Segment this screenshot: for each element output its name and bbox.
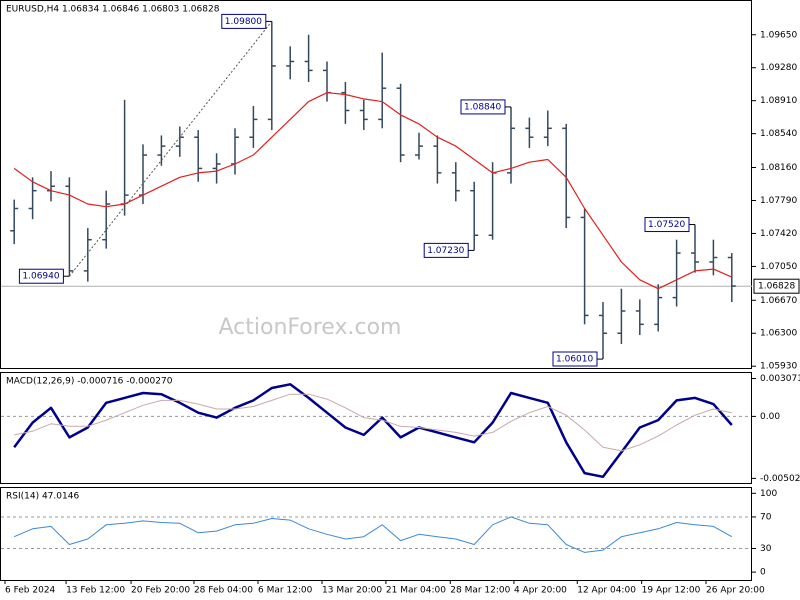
x-tick-label: 26 Apr 20:00	[706, 586, 765, 596]
series-line	[14, 393, 732, 452]
panel-frame	[0, 487, 752, 581]
y-tick-label: 1.09280	[760, 63, 797, 73]
y-tick-label: 1.07420	[760, 229, 797, 239]
y-tick-label: 1.07790	[760, 196, 797, 206]
x-tick-label: 19 Apr 12:00	[642, 586, 701, 596]
annotation-label: 1.08840	[464, 102, 501, 112]
annotation-box	[221, 13, 267, 29]
x-tick-label: 6 Mar 12:00	[258, 586, 313, 596]
annotation-label: 1.06010	[556, 355, 593, 365]
panel-title: EURUSD,H4 1.06834 1.06846 1.06803 1.0682…	[6, 5, 220, 15]
annotation-label: 1.07520	[648, 220, 685, 230]
y-tick-label: 70	[760, 512, 772, 522]
x-tick-label: 20 Feb 20:00	[131, 586, 190, 596]
y-tick-label: 30	[760, 544, 772, 554]
annotation-box	[460, 99, 506, 115]
annotation-box	[18, 268, 64, 284]
x-tick-label: 28 Feb 04:00	[194, 586, 253, 596]
x-tick-label: 21 Mar 04:00	[386, 586, 446, 596]
series-line	[14, 516, 733, 553]
series-line	[13, 92, 733, 290]
annotation-box	[552, 351, 598, 367]
x-tick-label: 28 Mar 12:00	[450, 586, 510, 596]
series-line	[13, 383, 733, 479]
panel-frame	[0, 0, 752, 369]
y-tick-label: 0.00	[760, 412, 780, 422]
annotation-label: 1.09800	[225, 17, 262, 27]
last-price-label: 1.06828	[758, 282, 795, 292]
y-tick-label: -0.005025	[760, 474, 800, 484]
x-tick-label: 13 Feb 12:00	[66, 586, 125, 596]
y-tick-label: 1.08910	[760, 96, 797, 106]
y-tick-label: 100	[760, 489, 777, 499]
panel-title: RSI(14) 47.0146	[6, 492, 79, 502]
y-tick-label: 1.08160	[760, 163, 797, 173]
x-tick-label: 4 Apr 20:00	[514, 586, 567, 596]
watermark: ActionForex.com	[219, 315, 402, 340]
annotation-label: 1.06940	[22, 272, 59, 282]
y-tick-label: 1.07050	[760, 262, 797, 272]
y-tick-label: 0.003071	[760, 374, 800, 384]
y-tick-label: 0	[760, 568, 766, 578]
annotation-box	[644, 217, 690, 233]
last-price-box	[753, 278, 800, 294]
annotation-box	[423, 242, 469, 258]
y-tick-label: 1.05930	[760, 362, 797, 372]
x-tick-label: 12 Apr 04:00	[577, 586, 636, 596]
y-tick-label: 1.06300	[760, 329, 797, 339]
y-tick-label: 1.08540	[760, 129, 797, 139]
panel-frame	[0, 372, 752, 484]
x-tick-label: 13 Mar 20:00	[322, 586, 382, 596]
y-tick-label: 1.09650	[760, 30, 797, 40]
x-tick-label: 6 Feb 2024	[5, 586, 56, 596]
y-tick-label: 1.06670	[760, 296, 797, 306]
annotation-label: 1.07230	[427, 246, 464, 256]
panel-title: MACD(12,26,9) -0.000716 -0.000270	[6, 377, 173, 387]
